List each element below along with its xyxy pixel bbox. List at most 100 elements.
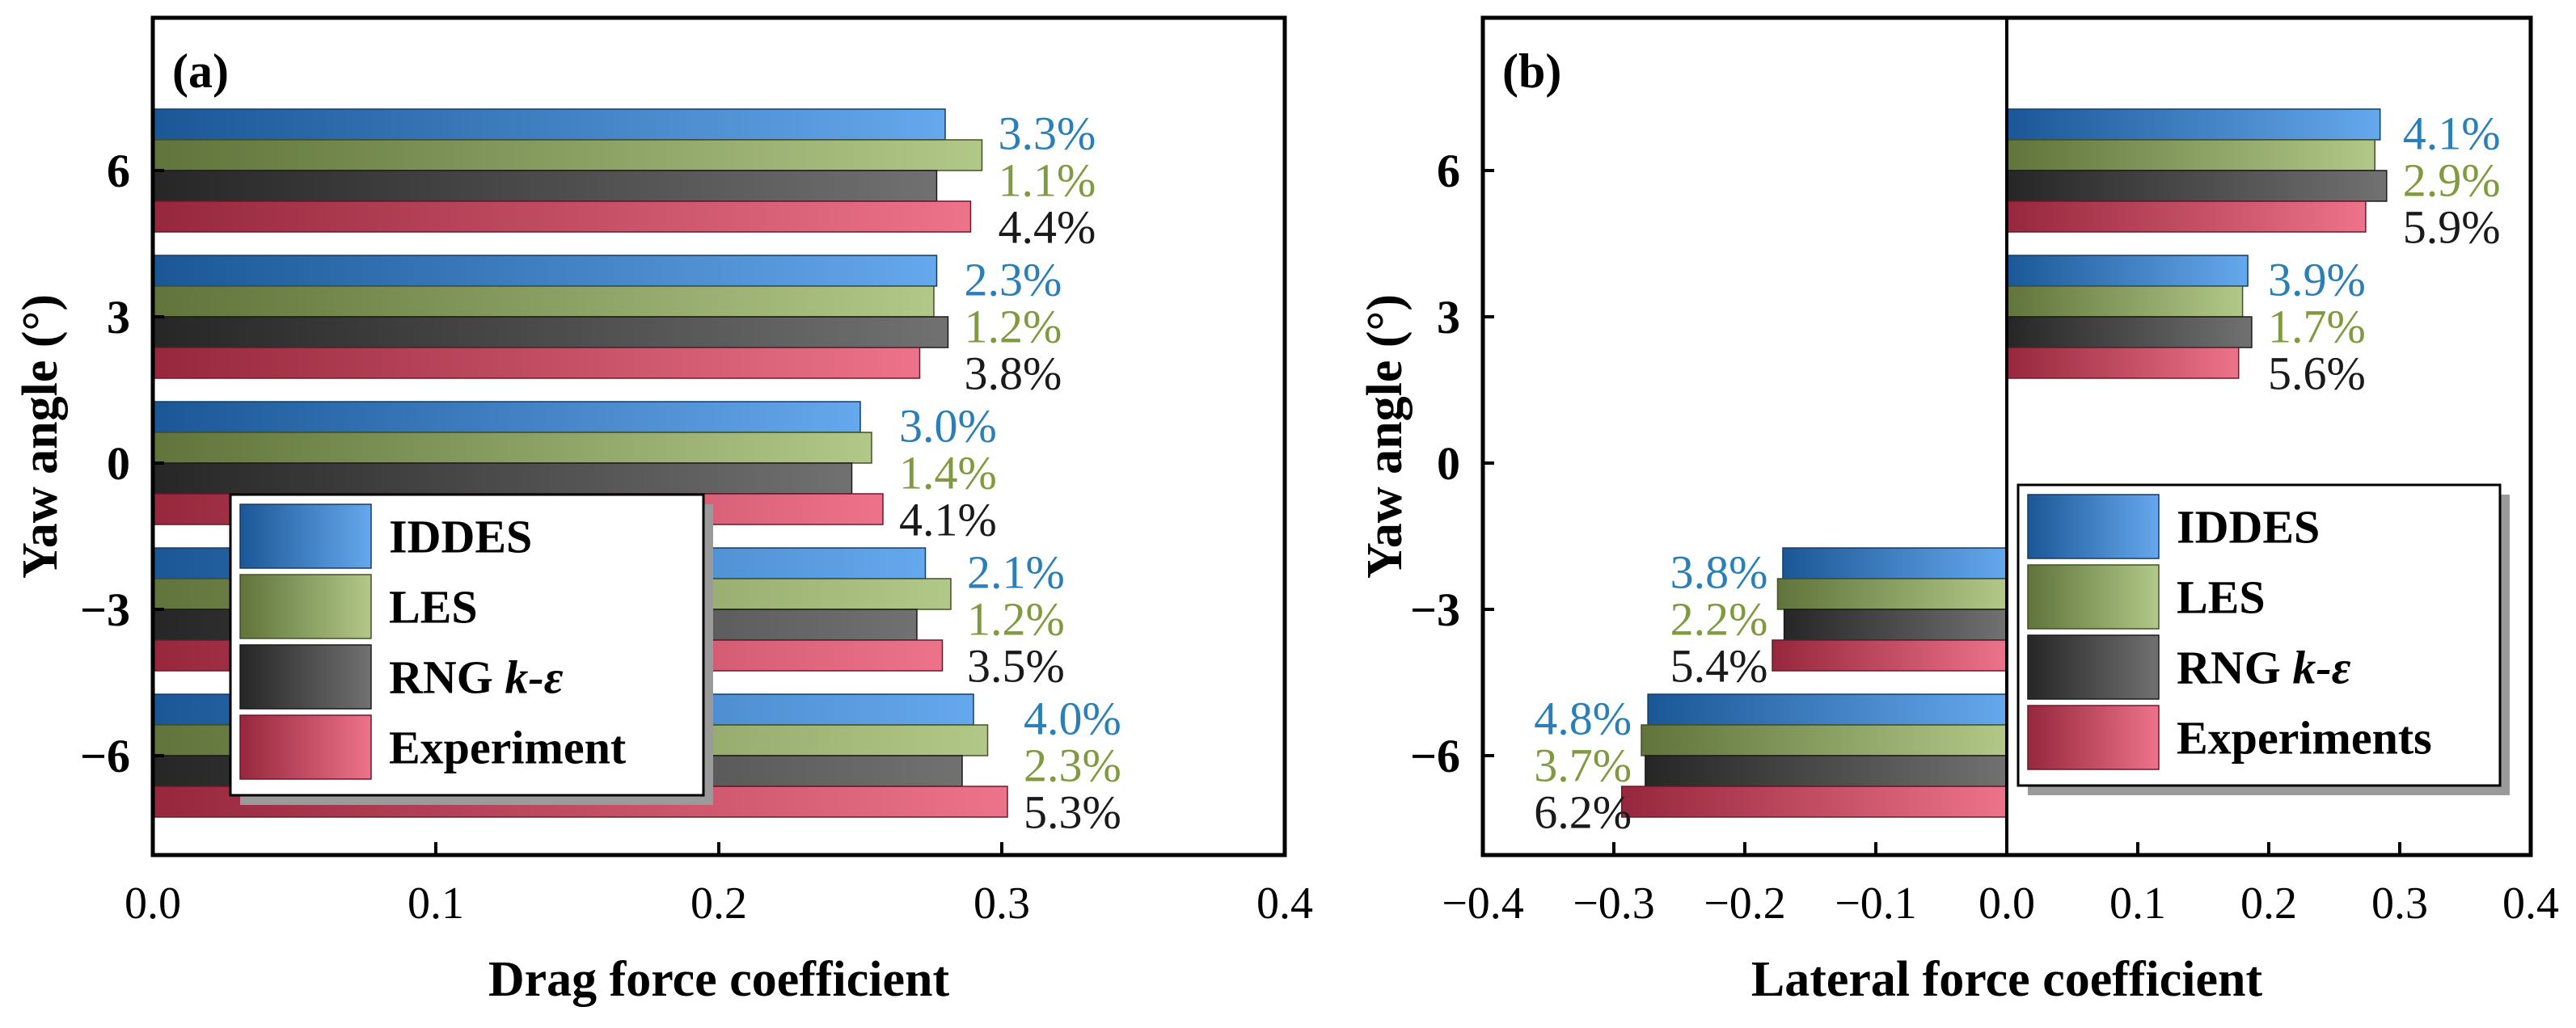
panel-b-legend: IDDES LES RNG k-ε Experiments — [2016, 483, 2510, 795]
annotation-iddes-yaw-1: 2.3% — [965, 254, 1062, 306]
bar-les-yaw-4 — [1641, 724, 2008, 756]
x-tick-label-7: 0.3 — [2371, 878, 2428, 929]
bar-exp-yaw-0 — [152, 200, 972, 233]
bar-rng-yaw-1 — [2006, 316, 2253, 348]
annotation-iddes-yaw-3: 2.1% — [967, 546, 1065, 599]
x-tick-label-1: 0.1 — [408, 878, 464, 929]
panel-a-x-axis-title: Drag force coefficient — [488, 952, 950, 1007]
annotation-rng-yaw-4: 6.2% — [1534, 786, 1632, 839]
panel-b-label: (b) — [1502, 44, 1561, 98]
annotation-les-yaw-3: 2.2% — [1670, 593, 1768, 646]
bar-exp-yaw-0 — [2006, 200, 2367, 233]
bar-rng-yaw-0 — [2006, 170, 2388, 202]
panel-a-y-axis-title: Yaw angle (°) — [13, 294, 68, 579]
bar-rng-yaw-3 — [1783, 609, 2008, 641]
legend-label-exp: Experiments — [2177, 712, 2432, 765]
legend-label-iddes: IDDES — [2177, 501, 2320, 554]
x-tick-label-0: 0.0 — [125, 878, 181, 929]
x-tick-label-6: 0.2 — [2240, 878, 2297, 929]
legend-label-iddes: IDDES — [389, 511, 532, 563]
annotation-iddes-yaw-4: 4.8% — [1534, 693, 1632, 745]
panel-b-x-axis-title: Lateral force coefficient — [1751, 952, 2263, 1007]
bar-iddes-yaw-2 — [152, 401, 861, 433]
legend-label-exp: Experiment — [389, 722, 627, 774]
panel-a-annotations: 3.3%1.1%4.4%2.3%1.2%3.8%3.0%1.4%4.1%2.1%… — [899, 107, 1121, 839]
legend-swatch-iddes — [239, 503, 372, 569]
x-tick-label-3: −0.1 — [1835, 878, 1917, 929]
legend-label-les: LES — [2177, 571, 2266, 624]
bar-les-yaw-0 — [152, 139, 983, 171]
panel-b: 4.1%2.9%5.9% 3.9%1.7%5.6% 3.8%2.2%5.4% 4.8%… — [1358, 15, 2559, 1007]
annotation-iddes-yaw-0: 3.3% — [999, 107, 1096, 160]
y-tick-label-1: 3 — [1437, 291, 1460, 343]
legend-label-les: LES — [389, 581, 478, 634]
x-tick-label-4: 0.4 — [1256, 878, 1313, 929]
annotation-les-yaw-0: 1.1% — [999, 154, 1096, 207]
annotation-rng-yaw-3: 3.5% — [967, 640, 1065, 693]
y-tick-label-2: 0 — [1437, 437, 1460, 490]
bar-rng-yaw-2 — [152, 462, 853, 495]
bar-iddes-yaw-1 — [152, 255, 938, 287]
legend-swatch-iddes — [2027, 494, 2160, 559]
legend-swatch-rng — [2027, 634, 2160, 700]
panel-a-legend: IDDES LES RNG k-ε Experiment — [229, 493, 713, 805]
annotation-les-yaw-1: 1.2% — [965, 301, 1062, 353]
bar-rng-yaw-1 — [152, 316, 949, 348]
bar-les-yaw-0 — [2006, 139, 2375, 171]
bar-iddes-yaw-0 — [152, 108, 946, 141]
x-tick-label-0: −0.4 — [1442, 878, 1524, 929]
legend-swatch-exp — [239, 714, 372, 780]
annotation-les-yaw-2: 1.4% — [899, 447, 997, 499]
bar-rng-yaw-0 — [152, 170, 938, 202]
annotation-iddes-yaw-2: 3.0% — [899, 400, 997, 453]
annotation-iddes-yaw-0: 4.1% — [2403, 107, 2501, 160]
annotation-iddes-yaw-3: 3.8% — [1670, 546, 1768, 599]
annotation-les-yaw-4: 3.7% — [1534, 739, 1632, 792]
panel-a-label: (a) — [172, 44, 229, 98]
bar-exp-yaw-1 — [2006, 347, 2240, 379]
panel-b-y-axis-title: Yaw angle (°) — [1358, 294, 1413, 579]
x-tick-label-2: 0.2 — [690, 878, 747, 929]
annotation-rng-yaw-1: 3.8% — [965, 348, 1062, 400]
panel-b-y-ticks: 6 3 0 −3 −6 — [1410, 145, 1494, 782]
legend-swatch-rng — [239, 644, 372, 710]
legend-swatch-les — [2027, 564, 2160, 630]
x-tick-label-2: −0.2 — [1704, 878, 1786, 929]
bar-iddes-yaw-0 — [2006, 108, 2381, 141]
panel-b-x-ticks: −0.4 −0.3 −0.2 −0.1 0.0 0.1 0.2 0.3 0.4 — [1442, 842, 2559, 929]
y-tick-label-2: 0 — [107, 437, 130, 490]
panel-a-x-ticks: 0.0 0.1 0.2 0.3 0.4 — [125, 842, 1313, 929]
panel-b-bars — [1620, 108, 2388, 818]
x-tick-label-8: 0.4 — [2502, 878, 2559, 929]
annotation-les-yaw-3: 1.2% — [967, 593, 1065, 646]
bar-les-yaw-3 — [1776, 578, 2008, 610]
annotation-iddes-yaw-4: 4.0% — [1024, 693, 1121, 745]
bar-exp-yaw-1 — [152, 347, 921, 379]
y-tick-label-3: −3 — [1410, 584, 1460, 636]
panel-a-y-ticks: 6 3 0 −3 −6 — [80, 145, 164, 782]
annotation-rng-yaw-3: 5.4% — [1670, 640, 1768, 693]
legend-label-rng: RNG k-ε — [2177, 642, 2351, 694]
annotation-les-yaw-4: 2.3% — [1024, 739, 1121, 792]
y-tick-label-4: −6 — [1410, 730, 1460, 782]
x-tick-label-4: 0.0 — [1978, 878, 2035, 929]
legend-swatch-les — [239, 574, 372, 639]
bar-exp-yaw-4 — [1620, 786, 2008, 818]
annotation-les-yaw-1: 1.7% — [2268, 301, 2366, 353]
legend-label-rng: RNG k-ε — [389, 651, 564, 704]
annotation-rng-yaw-1: 5.6% — [2268, 348, 2366, 400]
bar-iddes-yaw-4 — [1647, 693, 2008, 726]
x-tick-label-5: 0.1 — [2109, 878, 2166, 929]
annotation-rng-yaw-2: 4.1% — [899, 494, 997, 546]
y-tick-label-0: 6 — [107, 145, 130, 197]
annotation-les-yaw-0: 2.9% — [2403, 154, 2501, 207]
bar-exp-yaw-3 — [1772, 639, 2008, 672]
y-tick-label-0: 6 — [1437, 145, 1460, 197]
y-tick-label-4: −6 — [80, 730, 130, 782]
annotation-iddes-yaw-1: 3.9% — [2268, 254, 2366, 306]
bar-rng-yaw-4 — [1645, 755, 2008, 787]
panel-b-annotations: 4.1%2.9%5.9% 3.9%1.7%5.6% 3.8%2.2%5.4% 4.8%… — [1534, 107, 2500, 839]
y-tick-label-3: −3 — [80, 584, 130, 636]
